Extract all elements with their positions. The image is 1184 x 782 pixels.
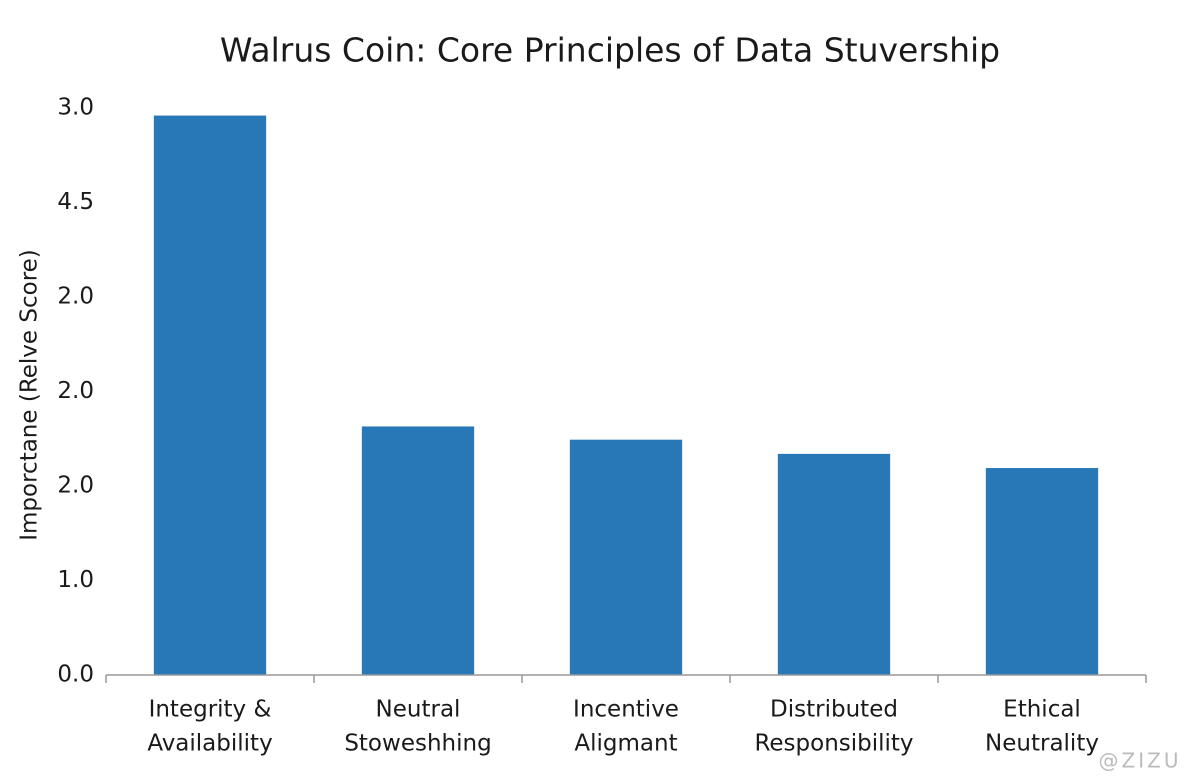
x-tick-label: Aligmant	[574, 731, 677, 757]
x-tick-label: Distributed	[770, 697, 898, 723]
x-tick-label: Neutral	[376, 697, 461, 723]
bar	[777, 453, 891, 675]
x-tick-label: Incentive	[573, 697, 679, 723]
y-tick-label: 2.0	[57, 284, 94, 310]
y-tick-label: 1.0	[57, 567, 94, 593]
watermark: @ZIZU	[1099, 749, 1182, 773]
x-tick-label: Availability	[147, 731, 272, 757]
x-tick-label: Responsibility	[754, 731, 913, 757]
x-tick-label: Integrity &	[149, 697, 272, 723]
bar	[569, 439, 683, 675]
y-axis-label: Imporctane (Relve Score)	[17, 249, 43, 541]
x-tick-label: Ethical	[1003, 697, 1081, 723]
bar	[361, 426, 475, 675]
y-tick-label: 2.0	[57, 378, 94, 404]
y-tick-label: 2.0	[57, 473, 94, 499]
x-tick-label: Stoweshhing	[344, 731, 491, 757]
y-tick-label: 0.0	[57, 662, 94, 688]
x-tick-label: Neutrality	[985, 731, 1099, 757]
chart-title: Walrus Coin: Core Principles of Data Stu…	[220, 31, 1000, 70]
bar	[985, 468, 1099, 675]
y-tick-label: 3.0	[57, 95, 94, 121]
bar	[153, 115, 267, 675]
y-tick-label: 4.5	[57, 189, 94, 215]
